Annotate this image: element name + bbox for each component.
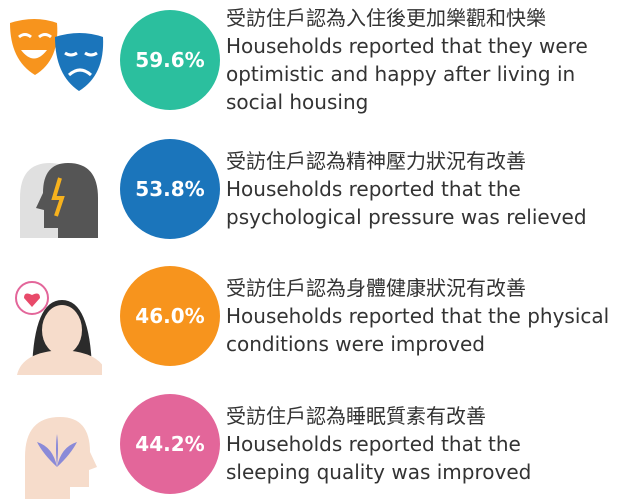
chinese-text: 受訪住戶認為身體健康狀況有改善 — [226, 276, 526, 300]
english-text: sleeping quality was improved — [226, 460, 532, 484]
woman-icon — [15, 281, 102, 375]
percent-circle: 59.6% — [120, 10, 220, 110]
percent-circle: 46.0% — [120, 266, 220, 366]
meditation-icon — [25, 417, 97, 499]
masks-icon — [10, 19, 104, 91]
english-text: Households reported that they were — [226, 34, 588, 58]
english-text: psychological pressure was relieved — [226, 205, 587, 229]
heads-icon — [20, 163, 98, 238]
english-text: conditions were improved — [226, 332, 485, 356]
chinese-text: 受訪住戶認為入住後更加樂觀和快樂 — [226, 6, 546, 30]
percent-circle: 53.8% — [120, 139, 220, 239]
english-text: optimistic and happy after living in — [226, 62, 576, 86]
english-text: Households reported that the — [226, 177, 521, 201]
percent-circle: 44.2% — [120, 394, 220, 494]
english-text: Households reported that the — [226, 432, 521, 456]
chinese-text: 受訪住戶認為精神壓力狀況有改善 — [226, 149, 526, 173]
english-text: social housing — [226, 90, 369, 114]
chinese-text: 受訪住戶認為睡眠質素有改善 — [226, 404, 486, 428]
english-text: Households reported that the physical — [226, 304, 610, 328]
